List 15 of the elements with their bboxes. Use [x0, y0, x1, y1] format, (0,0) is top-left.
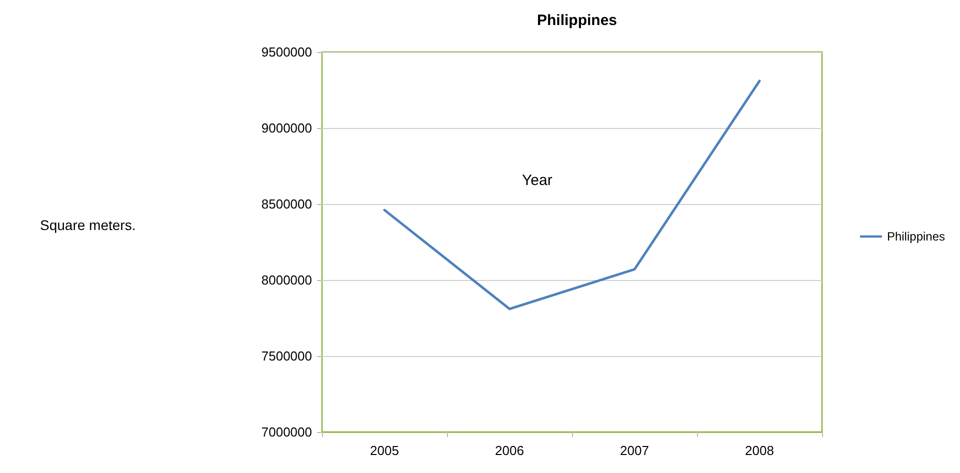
y-tick-label: 9500000 — [261, 44, 312, 60]
x-tick-label: 2005 — [370, 443, 399, 458]
x-tick-label: 2006 — [495, 443, 524, 458]
x-axis-title: Year — [522, 172, 552, 189]
x-tick-label: 2007 — [620, 443, 649, 458]
y-tick-label: 8500000 — [261, 196, 312, 212]
y-tick-label: 7000000 — [261, 424, 312, 440]
chart-title: Philippines — [536, 12, 618, 29]
legend-label: Philippines — [886, 230, 946, 244]
y-tick-label: 9000000 — [261, 120, 312, 136]
line-series — [383, 80, 761, 310]
text: Square meters. — [40, 217, 136, 233]
y-tick-label: 8000000 — [261, 272, 312, 288]
y-tick-label: 7500000 — [261, 348, 312, 364]
x-tick-label: 2008 — [745, 443, 774, 458]
